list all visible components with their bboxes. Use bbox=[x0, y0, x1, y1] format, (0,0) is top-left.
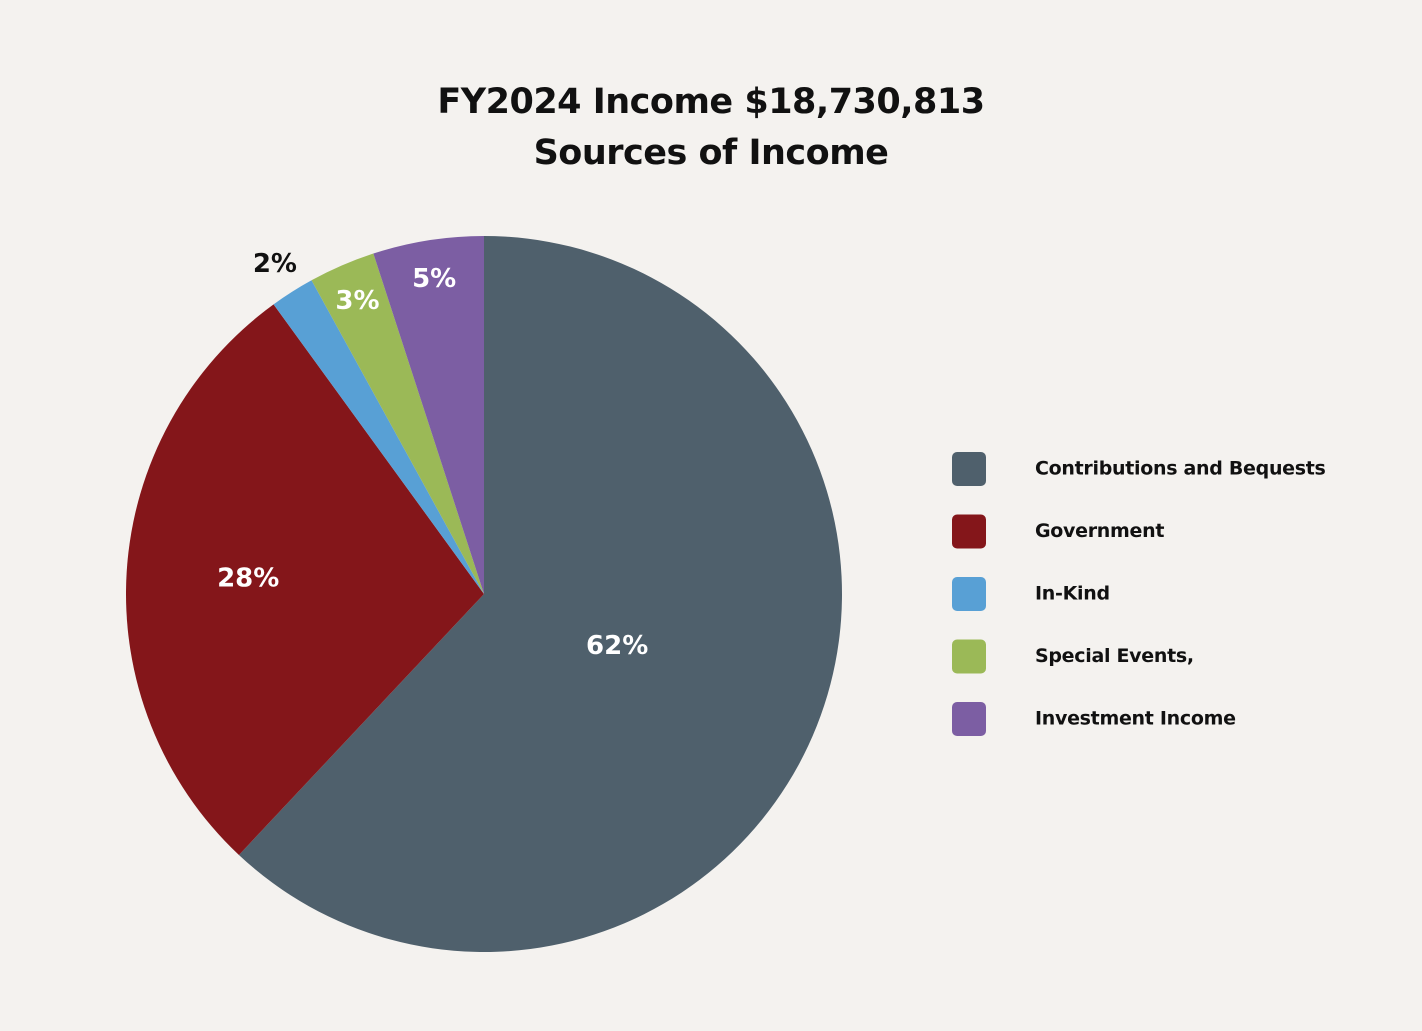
data-label: 5% bbox=[412, 264, 456, 294]
legend-label: Investment Income bbox=[1035, 708, 1236, 730]
legend-swatch bbox=[952, 639, 986, 674]
legend-swatch bbox=[952, 577, 986, 611]
legend-swatch bbox=[952, 452, 986, 486]
legend-swatch bbox=[952, 702, 986, 736]
legend-label: In-Kind bbox=[1035, 583, 1110, 605]
legend-label: Contributions and Bequests bbox=[1035, 458, 1326, 480]
data-label: 3% bbox=[335, 286, 379, 316]
data-label: 62% bbox=[586, 631, 648, 661]
chart-title: FY2024 Income $18,730,813 bbox=[437, 82, 984, 122]
legend-swatch bbox=[952, 514, 986, 549]
pie-slice bbox=[311, 253, 484, 594]
pie-slice bbox=[273, 280, 484, 594]
data-label: 2% bbox=[253, 249, 297, 279]
chart-subtitle: Sources of Income bbox=[534, 133, 889, 173]
legend-label: Government bbox=[1035, 520, 1164, 542]
data-label: 28% bbox=[217, 564, 279, 594]
legend-label: Special Events, bbox=[1035, 645, 1194, 667]
pie-slice bbox=[373, 236, 484, 594]
pie-slice bbox=[238, 236, 842, 952]
pie-slice bbox=[125, 304, 484, 855]
